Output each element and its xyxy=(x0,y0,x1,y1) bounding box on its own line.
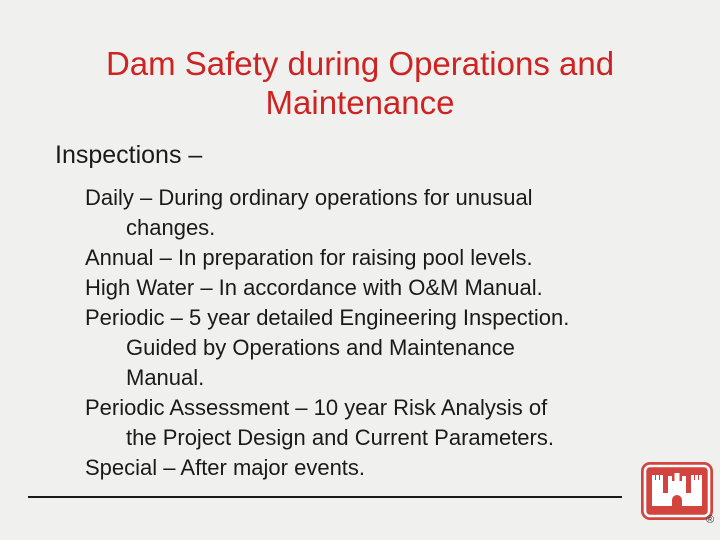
slide-title-line-1: Dam Safety during Operations and xyxy=(105,45,615,82)
slide-title: Dam Safety during Operations and Mainten… xyxy=(0,44,720,122)
body-line: changes. xyxy=(126,215,216,240)
body-line: the Project Design and Current Parameter… xyxy=(126,425,554,450)
body-line: Annual – In preparation for raising pool… xyxy=(85,245,533,270)
slide-body: Daily – During ordinary operations for u… xyxy=(0,183,720,483)
body-line: Guided by Operations and Maintenance xyxy=(126,335,515,360)
usace-castle-logo-icon xyxy=(641,462,713,520)
body-line: Daily – During ordinary operations for u… xyxy=(85,185,533,210)
body-line: High Water – In accordance with O&M Manu… xyxy=(85,275,543,300)
section-heading: Inspections – xyxy=(55,141,203,169)
footer-divider-line xyxy=(28,496,622,498)
slide-title-line-2: Maintenance xyxy=(265,84,455,121)
body-line: Manual. xyxy=(126,365,205,390)
body-line: Special – After major events. xyxy=(85,455,366,480)
body-line: Periodic – 5 year detailed Engineering I… xyxy=(85,305,570,330)
registered-trademark-symbol: ® xyxy=(706,514,715,526)
body-line: Periodic Assessment – 10 year Risk Analy… xyxy=(85,395,548,420)
